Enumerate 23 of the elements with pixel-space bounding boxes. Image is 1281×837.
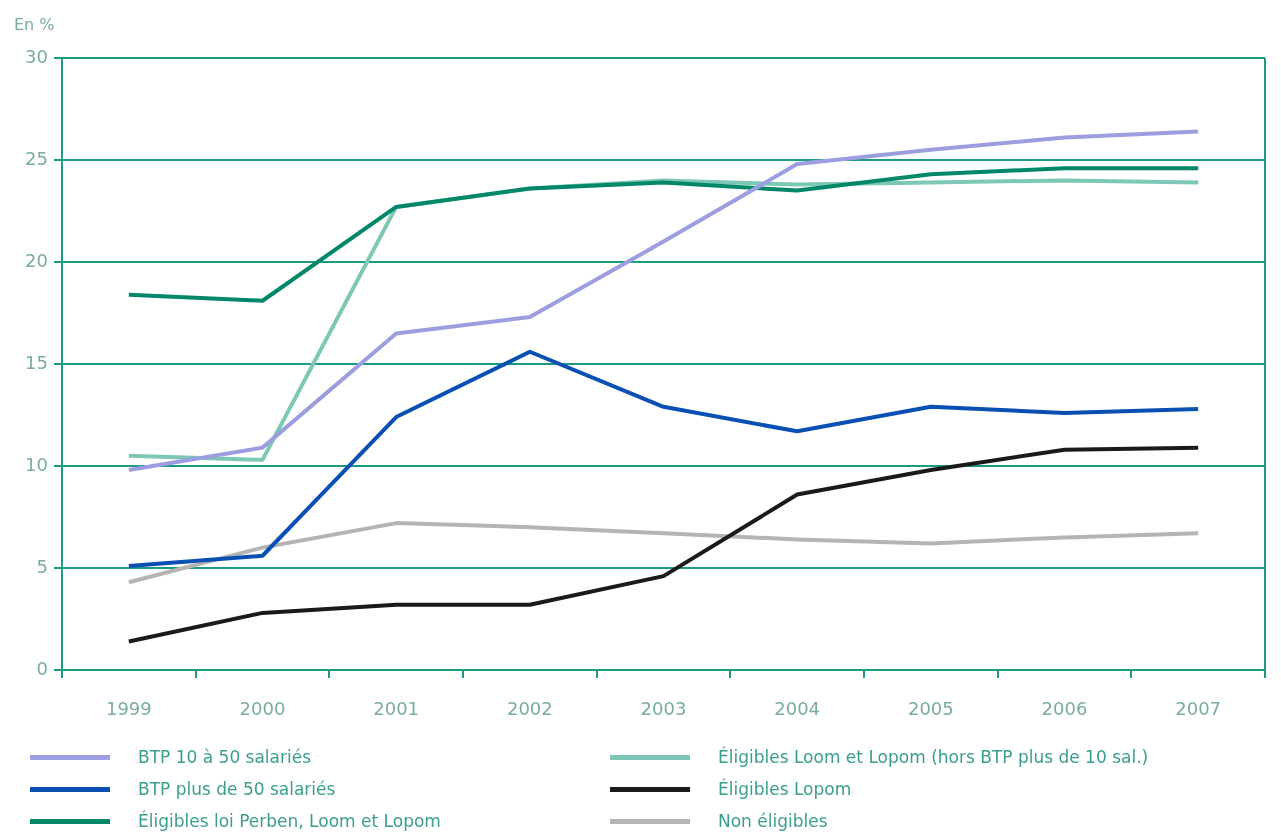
y-tick-label: 15 — [25, 351, 48, 373]
y-tick-label: 0 — [36, 657, 48, 679]
legend-label: Éligibles Loom et Lopom (hors BTP plus de 10 sal.) — [718, 747, 1149, 767]
legend-label: BTP 10 à 50 salariés — [138, 747, 312, 767]
y-tick-label: 20 — [25, 249, 48, 271]
x-tick-label: 2007 — [1175, 698, 1222, 720]
legend-label: Non éligibles — [718, 811, 828, 831]
legend-label: Éligibles Lopom — [718, 779, 852, 799]
x-tick-label: 2003 — [640, 698, 687, 720]
y-tick-label: 5 — [36, 555, 48, 577]
legend-label: BTP plus de 50 salariés — [138, 779, 336, 799]
x-tick-label: 2001 — [373, 698, 420, 720]
x-tick-label: 2000 — [239, 698, 286, 720]
y-tick-label: 10 — [25, 453, 48, 475]
x-tick-label: 1999 — [105, 698, 152, 720]
y-axis-title: En % — [14, 15, 55, 34]
x-tick-label: 2005 — [907, 698, 954, 720]
x-tick-label: 2006 — [1041, 698, 1088, 720]
x-tick-label: 2004 — [774, 698, 821, 720]
y-tick-label: 30 — [25, 45, 48, 67]
y-tick-label: 25 — [25, 147, 48, 169]
x-tick-label: 2002 — [506, 698, 553, 720]
legend-label: Éligibles loi Perben, Loom et Lopom — [138, 811, 441, 831]
